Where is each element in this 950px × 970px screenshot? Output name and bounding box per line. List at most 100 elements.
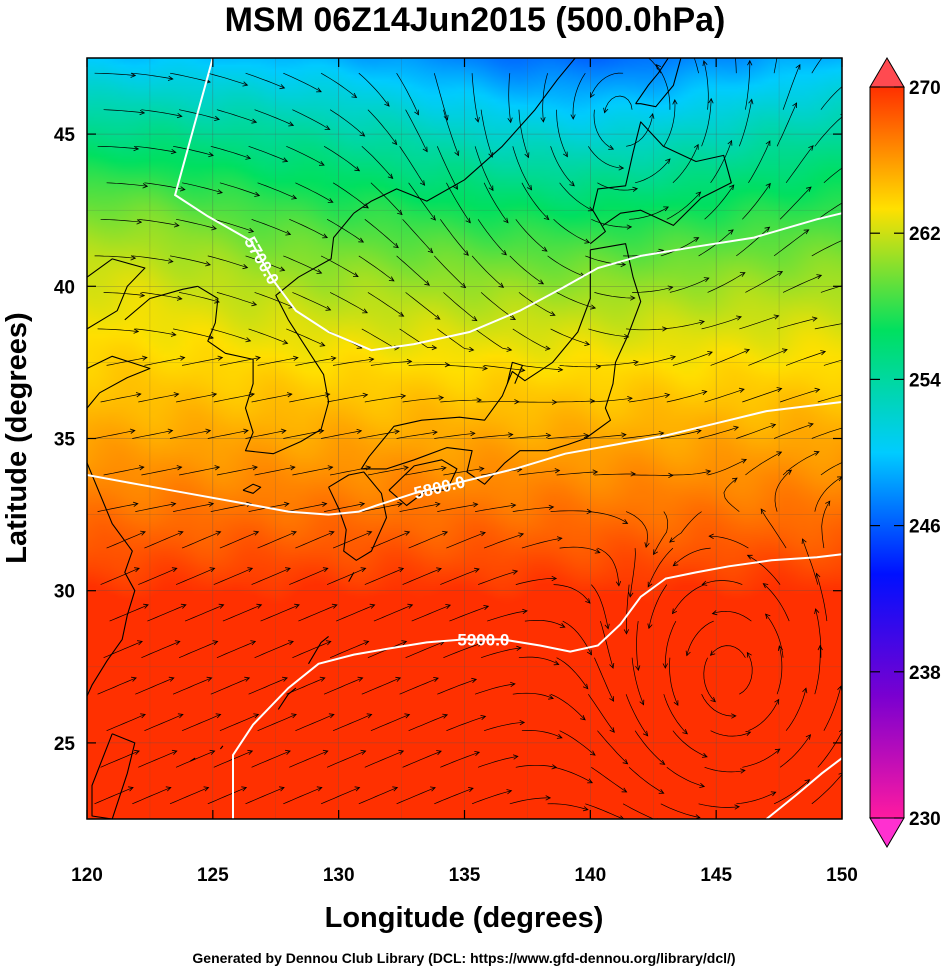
streamline-arrowhead bbox=[358, 237, 365, 243]
streamline bbox=[475, 504, 516, 512]
streamline bbox=[550, 328, 590, 345]
streamline bbox=[443, 109, 459, 156]
streamline bbox=[408, 182, 436, 221]
streamline bbox=[332, 714, 372, 732]
streamline-arrowhead bbox=[398, 567, 405, 573]
streamline-arrowhead bbox=[218, 603, 225, 609]
streamline-arrowhead bbox=[241, 786, 248, 792]
streamline-arrowhead bbox=[217, 189, 223, 195]
streamline bbox=[550, 693, 586, 721]
streamline bbox=[106, 357, 147, 366]
streamline bbox=[286, 503, 327, 512]
streamline bbox=[257, 714, 297, 732]
streamline bbox=[402, 397, 444, 403]
streamline-arrowhead bbox=[781, 25, 785, 30]
streamline bbox=[593, 109, 614, 150]
streamline bbox=[735, 58, 737, 74]
streamline-arrowhead bbox=[582, 806, 589, 812]
streamline-arrowhead bbox=[176, 295, 183, 301]
streamline bbox=[477, 219, 507, 256]
streamline bbox=[559, 546, 600, 554]
streamline-arrowhead bbox=[209, 749, 216, 755]
streamline-arrowhead bbox=[245, 154, 252, 160]
streamline-arrowhead bbox=[845, 237, 850, 241]
streamline bbox=[135, 328, 176, 336]
streamline-arrowhead bbox=[838, 729, 842, 733]
streamline-arrowhead bbox=[205, 261, 211, 267]
streamline-arrowhead bbox=[669, 537, 675, 543]
streamline bbox=[147, 604, 187, 622]
streamline bbox=[585, 434, 626, 439]
streamline bbox=[396, 73, 419, 115]
streamline bbox=[745, 271, 783, 293]
streamline bbox=[597, 182, 638, 191]
y-axis-title: Latitude (degrees) bbox=[1, 312, 33, 563]
streamline-arrowhead bbox=[140, 530, 146, 536]
streamline bbox=[660, 430, 702, 439]
y-tick-label: 30 bbox=[54, 582, 75, 603]
streamline bbox=[666, 767, 705, 787]
streamline bbox=[559, 182, 594, 211]
streamline-arrowhead bbox=[422, 146, 428, 153]
streamline-arrowhead bbox=[176, 112, 183, 119]
streamline-arrowhead bbox=[318, 160, 325, 166]
streamline-arrowhead bbox=[562, 151, 568, 158]
streamline bbox=[521, 730, 563, 739]
streamline bbox=[332, 182, 369, 209]
streamline bbox=[707, 272, 746, 293]
coastline bbox=[242, 483, 262, 494]
streamline bbox=[648, 58, 662, 74]
streamline bbox=[594, 473, 636, 476]
streamline-arrowhead bbox=[728, 229, 734, 235]
streamline-arrowhead bbox=[734, 804, 740, 810]
streamline bbox=[173, 503, 214, 512]
streamline bbox=[779, 734, 811, 768]
streamline bbox=[518, 292, 556, 316]
x-tick-label: 150 bbox=[826, 865, 858, 886]
streamline-arrowhead bbox=[471, 316, 478, 322]
streamline bbox=[329, 641, 369, 659]
streamline-arrowhead bbox=[135, 392, 142, 398]
streamline-arrowhead bbox=[649, 113, 655, 119]
streamline-arrowhead bbox=[727, 139, 733, 146]
streamline-arrowhead bbox=[748, 98, 754, 105]
streamline-arrowhead bbox=[391, 139, 398, 146]
streamline-arrowhead bbox=[582, 683, 589, 690]
streamline-arrowhead bbox=[131, 676, 137, 682]
streamline bbox=[664, 620, 677, 668]
streamline-arrowhead bbox=[695, 191, 702, 197]
streamline-arrowhead bbox=[354, 166, 361, 172]
streamline-arrowhead bbox=[430, 786, 436, 792]
streamline bbox=[508, 73, 512, 123]
streamline bbox=[370, 361, 412, 366]
streamline bbox=[295, 531, 335, 549]
streamline bbox=[622, 803, 655, 819]
streamline-arrowhead bbox=[443, 114, 449, 121]
streamline-arrowhead bbox=[130, 255, 137, 261]
streamline-arrowhead bbox=[397, 501, 403, 508]
streamline-arrowhead bbox=[128, 786, 134, 792]
streamline-arrowhead bbox=[604, 623, 610, 630]
x-tick-labels: 120 125 130 135 140 145 150 bbox=[71, 865, 858, 886]
streamline-arrowhead bbox=[584, 340, 591, 346]
streamline-arrowhead bbox=[474, 117, 480, 123]
streamline-arrowhead bbox=[215, 713, 222, 719]
streamline bbox=[97, 328, 139, 332]
streamline bbox=[283, 430, 324, 439]
streamline bbox=[709, 535, 749, 549]
streamline bbox=[138, 393, 179, 403]
coastline bbox=[124, 285, 198, 321]
streamline bbox=[210, 677, 250, 695]
y-tick-label: 40 bbox=[54, 277, 75, 298]
streamline-arrowhead bbox=[733, 425, 740, 431]
streamline bbox=[736, 226, 770, 257]
colorbar-tick-label: 262 bbox=[909, 224, 941, 245]
streamline bbox=[283, 787, 322, 805]
streamline-arrowhead bbox=[324, 392, 331, 398]
streamline-arrowhead bbox=[403, 465, 409, 471]
streamline-arrowhead bbox=[397, 209, 403, 216]
streamline-arrowhead bbox=[667, 285, 674, 291]
streamline-arrowhead bbox=[765, 613, 771, 620]
streamline-arrowhead bbox=[472, 502, 479, 508]
streamline-arrowhead bbox=[211, 392, 218, 398]
